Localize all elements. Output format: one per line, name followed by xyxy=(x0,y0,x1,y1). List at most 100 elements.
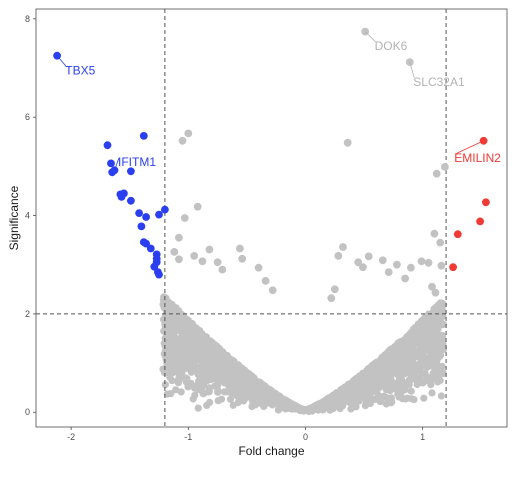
background-point xyxy=(214,387,222,395)
data-point xyxy=(146,244,155,253)
background-point xyxy=(168,336,176,344)
background-point xyxy=(379,369,388,377)
highlighted-points xyxy=(53,27,490,303)
background-point xyxy=(229,401,237,409)
background-point xyxy=(252,399,261,407)
background-point xyxy=(258,400,266,408)
background-point xyxy=(168,348,176,356)
background-point xyxy=(222,375,230,383)
data-point xyxy=(190,252,199,260)
background-point xyxy=(407,387,415,395)
background-point xyxy=(321,401,329,409)
background-point xyxy=(168,300,176,309)
data-point xyxy=(482,198,490,207)
data-point xyxy=(441,163,449,171)
background-point xyxy=(182,347,190,356)
threshold-lines xyxy=(36,9,507,427)
data-point xyxy=(175,255,183,264)
data-point xyxy=(139,132,148,140)
gene-label: DOK6 xyxy=(375,39,408,53)
background-point xyxy=(194,364,202,372)
background-point xyxy=(352,403,360,411)
data-point xyxy=(198,257,207,266)
background-point xyxy=(163,359,171,368)
data-point xyxy=(126,167,135,176)
background-point xyxy=(302,406,310,414)
background-point xyxy=(242,382,251,390)
data-point xyxy=(449,263,457,272)
x-tick-label: -1 xyxy=(184,432,192,442)
background-point xyxy=(216,369,224,377)
background-point xyxy=(375,374,383,382)
data-point xyxy=(378,256,387,265)
background-point xyxy=(199,368,207,377)
y-tick-label: 8 xyxy=(25,14,30,24)
data-point xyxy=(180,214,189,222)
background-point xyxy=(219,348,227,356)
data-point xyxy=(424,258,433,267)
label-leader-line xyxy=(455,140,484,155)
background-point xyxy=(388,346,396,354)
background-point xyxy=(290,403,298,411)
background-point xyxy=(399,394,407,403)
background-point xyxy=(394,390,402,398)
background-point xyxy=(188,364,197,372)
data-point xyxy=(175,233,183,242)
data-point xyxy=(430,229,439,238)
background-point xyxy=(323,395,331,403)
background-point xyxy=(365,365,373,374)
label-leader-line xyxy=(114,157,120,171)
data-point xyxy=(135,209,144,218)
data-point xyxy=(354,258,363,267)
background-point xyxy=(376,398,384,406)
background-point xyxy=(258,394,266,402)
background-point xyxy=(373,364,381,372)
background-point xyxy=(421,369,429,377)
background-point xyxy=(189,395,197,403)
background-point xyxy=(181,361,189,369)
data-point xyxy=(393,260,401,269)
data-point xyxy=(126,196,135,205)
data-point xyxy=(155,210,163,219)
data-point xyxy=(193,202,202,211)
y-tick-label: 2 xyxy=(25,309,30,319)
background-point xyxy=(185,333,194,341)
background-point xyxy=(226,395,235,403)
data-point xyxy=(436,238,445,247)
data-point xyxy=(417,257,426,266)
data-point xyxy=(117,193,126,201)
background-point xyxy=(410,364,418,372)
background-point xyxy=(431,365,439,373)
background-point xyxy=(338,389,346,397)
gene-label: TBX5 xyxy=(65,63,95,77)
data-point xyxy=(178,136,187,145)
background-point xyxy=(382,393,390,401)
background-point xyxy=(219,357,227,365)
data-point xyxy=(339,243,347,251)
data-point xyxy=(238,254,247,263)
background-point xyxy=(426,324,434,332)
data-point xyxy=(108,168,117,177)
background-point xyxy=(438,362,446,370)
background-point xyxy=(174,367,182,375)
background-point xyxy=(428,389,436,397)
background-point xyxy=(365,383,373,391)
background-point xyxy=(405,352,413,360)
background-point xyxy=(425,347,433,355)
background-point xyxy=(416,324,424,332)
background-point xyxy=(423,359,431,367)
background-point xyxy=(194,404,202,412)
background-point xyxy=(201,337,209,346)
background-point xyxy=(425,377,433,385)
background-point xyxy=(308,407,316,415)
background-point xyxy=(214,397,222,405)
background-point xyxy=(277,394,285,402)
data-point xyxy=(428,282,436,291)
background-point xyxy=(285,398,293,406)
background-point xyxy=(268,388,276,396)
background-point xyxy=(206,346,214,354)
data-point xyxy=(107,159,115,168)
data-point xyxy=(359,263,367,272)
background-point xyxy=(193,356,201,364)
data-point xyxy=(437,261,446,270)
